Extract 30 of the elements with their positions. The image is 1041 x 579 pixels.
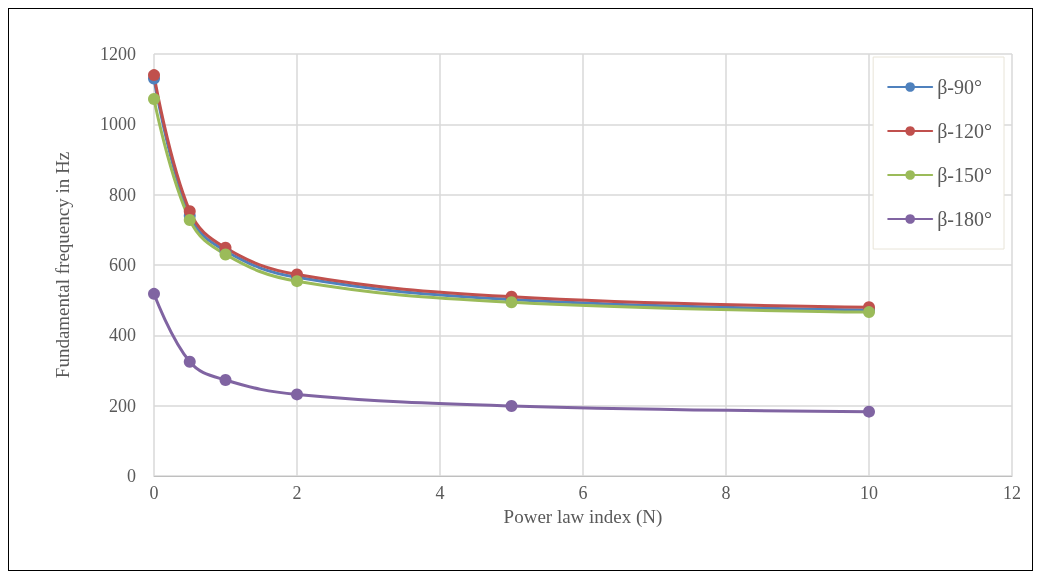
point — [219, 374, 232, 386]
y-tick-label: 1000 — [100, 114, 136, 135]
point — [505, 400, 518, 413]
legend-label: β-90° — [937, 76, 983, 99]
point — [148, 93, 160, 106]
point — [291, 275, 303, 288]
x-tick-label: 4 — [435, 483, 445, 503]
point — [183, 355, 196, 368]
y-tick-label: 800 — [109, 184, 136, 205]
y-tick-label: 400 — [109, 325, 136, 346]
x-tick-label: 8 — [721, 483, 731, 503]
x-tick-label: 6 — [578, 483, 588, 503]
legend-label: β-150° — [937, 164, 993, 187]
y-tick-label: 600 — [109, 255, 136, 275]
y-tick-label: 0 — [127, 466, 136, 486]
point — [148, 287, 160, 300]
x-tick-label: 10 — [860, 483, 878, 503]
x-tick-label: 12 — [1003, 483, 1021, 503]
legend-label: β-120° — [937, 120, 993, 143]
point — [219, 248, 232, 261]
x-tick-label: 0 — [149, 483, 159, 503]
y-tick-label: 200 — [109, 395, 136, 416]
point — [863, 405, 875, 418]
legend-label: β-180° — [937, 208, 993, 231]
y-axis-title: Fundamental frequency in Hz — [52, 151, 73, 379]
y-tick-label: 1200 — [100, 44, 136, 64]
x-tick-label: 2 — [292, 483, 302, 503]
point — [291, 388, 303, 401]
x-axis-title: Power law index (N) — [503, 505, 663, 528]
point — [183, 213, 196, 226]
